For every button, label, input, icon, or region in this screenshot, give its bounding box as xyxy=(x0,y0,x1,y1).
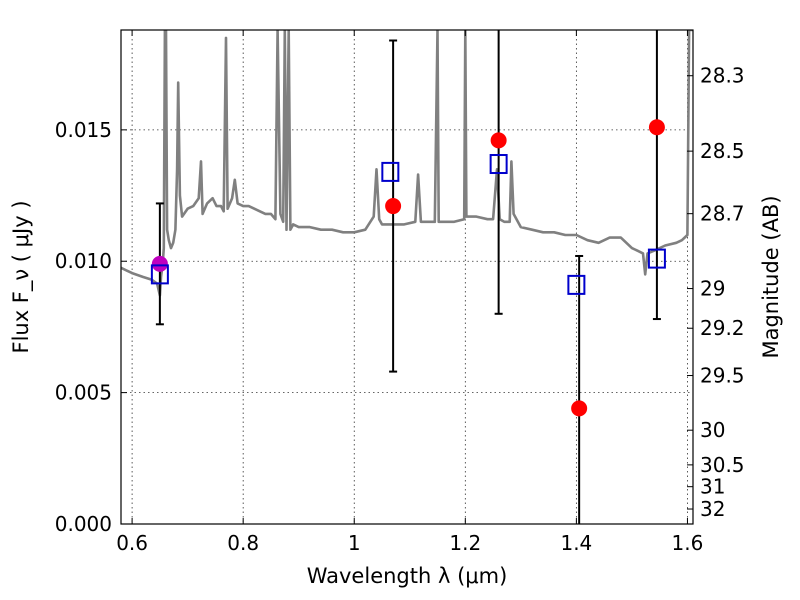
y-tick-label: 0.000 xyxy=(55,512,112,536)
right-axis-title: Magnitude (AB) xyxy=(759,195,783,358)
right-tick-label: 29 xyxy=(700,277,725,301)
data-layer xyxy=(121,30,693,297)
x-tick-label: 0.6 xyxy=(116,531,148,555)
observed-point xyxy=(151,255,168,272)
model-point xyxy=(381,161,400,182)
y-tick-label: 0.015 xyxy=(55,118,112,142)
observed-point xyxy=(490,132,507,149)
observed-point xyxy=(571,400,588,417)
tick-layer: 0.6 0.8 1 1.2 1.4 1.6 0.000 0.005 0.010 0.015 28.3… xyxy=(55,30,745,555)
y-tick-label: 0.010 xyxy=(55,249,112,273)
observed-point xyxy=(648,119,665,136)
observed-point xyxy=(385,198,402,215)
x-tick-label: 1.6 xyxy=(672,531,704,555)
model-point xyxy=(150,264,169,285)
model-point xyxy=(567,274,586,295)
right-tick-label: 31 xyxy=(700,475,725,499)
y-tick-label: 0.005 xyxy=(55,381,112,405)
right-tick-label: 30 xyxy=(700,418,725,442)
right-tick-label: 28.3 xyxy=(700,64,745,88)
plot-frame xyxy=(120,29,694,525)
right-tick-label: 29.2 xyxy=(700,316,745,340)
y-axis-title: Flux F_ν ( μJy ) xyxy=(9,200,34,353)
right-tick-label: 30.5 xyxy=(700,453,745,477)
x-tick-label: 1.2 xyxy=(449,531,481,555)
model-point xyxy=(489,154,508,175)
x-tick-label: 1 xyxy=(348,531,361,555)
x-axis-title: Wavelength λ (μm) xyxy=(307,564,508,588)
plot-background xyxy=(121,30,693,524)
right-tick-label: 32 xyxy=(700,497,725,521)
model-point xyxy=(647,248,666,269)
right-tick-label: 29.5 xyxy=(700,364,745,388)
x-tick-label: 0.8 xyxy=(227,531,259,555)
spectrum-line xyxy=(121,30,693,297)
right-tick-label: 28.7 xyxy=(700,202,745,226)
error-bar-layer xyxy=(150,30,666,524)
right-tick-label: 28.5 xyxy=(700,139,745,163)
x-tick-label: 1.4 xyxy=(560,531,592,555)
